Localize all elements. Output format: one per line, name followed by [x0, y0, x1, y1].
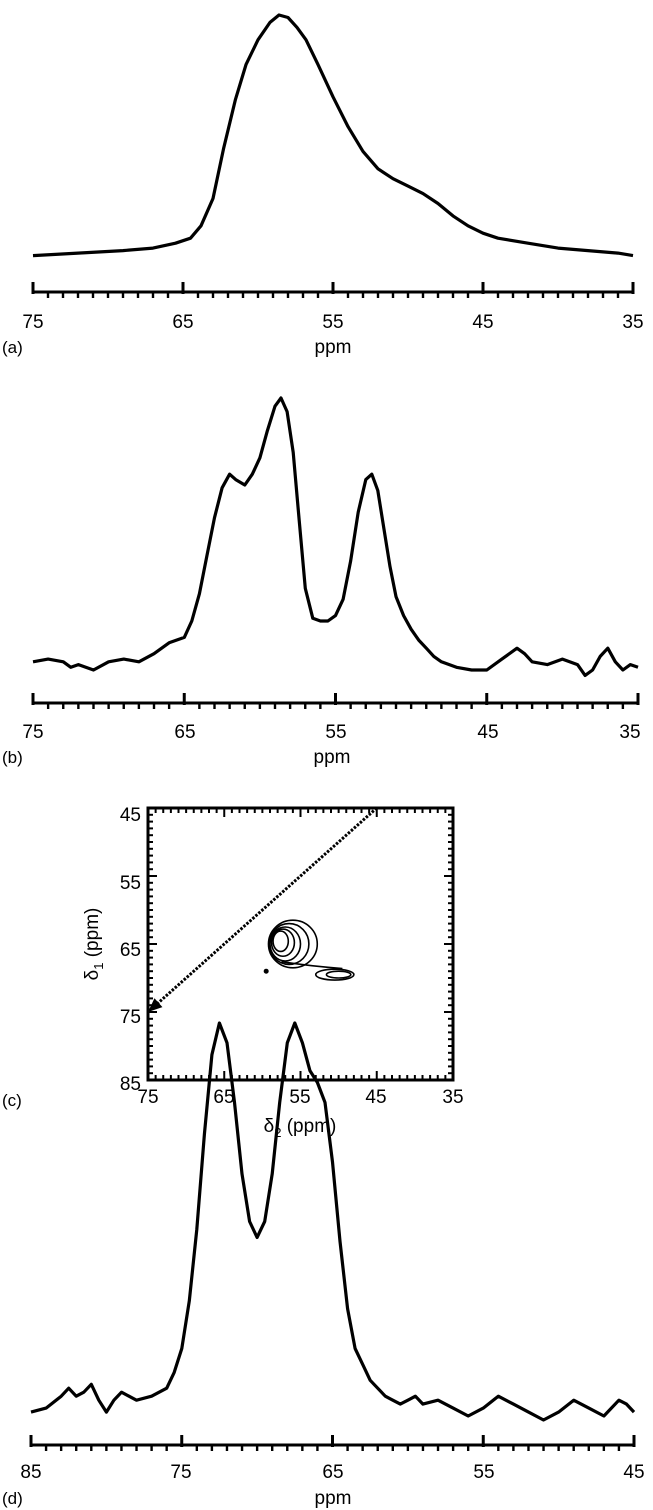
tick-label-d-0: 85: [20, 1462, 41, 1483]
panel-b: 75 65 55 45 35 ppm (b): [2, 396, 641, 768]
tick-label-b-1: 65: [174, 722, 195, 743]
tick-label-d-4: 45: [623, 1462, 644, 1483]
axis-c: [147, 807, 454, 1081]
y-tick-label-c-0: 45: [120, 805, 141, 826]
contour-ridge: [281, 960, 343, 970]
tick-label-d-1: 75: [170, 1462, 191, 1483]
contour-level-4: [272, 930, 290, 953]
axis-title-d: ppm: [315, 1488, 352, 1509]
tick-label-a-0: 75: [22, 312, 43, 333]
diagonal-arrowhead: [148, 998, 163, 1012]
y-tick-label-c-2: 65: [120, 940, 141, 961]
tick-label-b-2: 55: [325, 722, 346, 743]
axis-b: [31, 693, 640, 709]
panel-label-c: (c): [2, 1091, 22, 1110]
tick-label-b-4: 35: [619, 722, 640, 743]
spectrum-d-line: [30, 1021, 636, 1422]
y-tick-label-c-3: 75: [120, 1007, 141, 1028]
tick-label-b-0: 75: [22, 722, 43, 743]
x-tick-label-c-3: 45: [365, 1087, 386, 1108]
axis-title-a: ppm: [315, 337, 352, 358]
x-tick-label-c-2: 55: [289, 1087, 310, 1108]
tick-label-d-3: 55: [473, 1462, 494, 1483]
x-tick-label-c-0: 75: [137, 1087, 158, 1108]
contour-level-5: [314, 968, 355, 981]
axis-a: [31, 282, 635, 298]
y-tick-label-c-1: 55: [120, 873, 141, 894]
panel-a: 75 65 55 45 35 ppm (a): [2, 13, 644, 358]
tick-label-a-1: 65: [172, 312, 193, 333]
panel-label-d: (d): [2, 1489, 23, 1508]
y-tick-label-c-4: 85: [120, 1074, 141, 1095]
tick-label-a-3: 45: [472, 312, 493, 333]
x-tick-label-c-4: 35: [442, 1087, 463, 1108]
contour-level-1: [268, 922, 310, 966]
x-tick-label-c-1: 65: [213, 1087, 234, 1108]
panel-label-a: (a): [2, 338, 23, 357]
panel-c: 45 55 65 75 85 75 65 55 45 35 δ2 (ppm) δ…: [2, 805, 464, 1140]
tick-label-a-2: 55: [322, 312, 343, 333]
axis-d: [29, 1435, 636, 1451]
y-axis-title-c: δ1 (ppm): [82, 908, 106, 981]
tick-label-b-3: 45: [477, 722, 498, 743]
spectrum-a-line: [32, 13, 634, 258]
tick-label-d-2: 65: [322, 1462, 343, 1483]
contour-dot: [263, 968, 269, 974]
panel-d: 85 75 65 55 45 ppm (d): [2, 1021, 645, 1509]
tick-label-a-4: 35: [622, 312, 643, 333]
diagonal-arrow: [153, 806, 378, 1008]
panel-label-b: (b): [2, 748, 23, 767]
contour-level-6: [325, 970, 352, 979]
spectrum-b-line: [32, 396, 639, 677]
contour-level-2: [269, 926, 302, 962]
contour-level-0: [267, 919, 319, 969]
contour-level-3: [270, 928, 296, 958]
axis-title-b: ppm: [314, 747, 351, 768]
contours-c: [263, 919, 355, 981]
